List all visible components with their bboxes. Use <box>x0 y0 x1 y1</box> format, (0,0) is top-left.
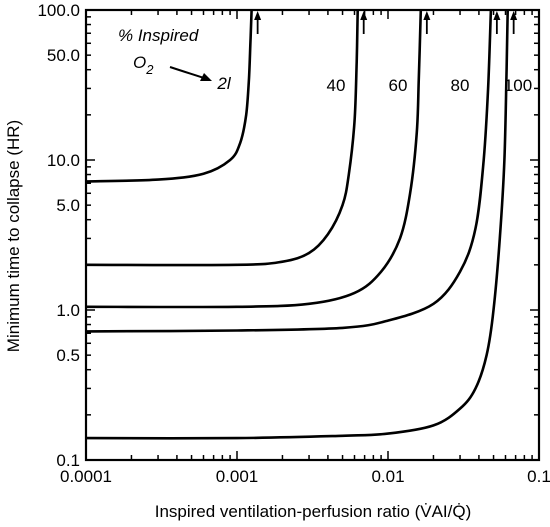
tick-marks <box>85 9 540 461</box>
series-line-80 <box>85 9 493 333</box>
x-axis-title: Inspired ventilation-perfusion ratio (V̇… <box>155 502 472 521</box>
curve-label-4: 80 <box>451 76 470 95</box>
y-tick-label: 10.0 <box>47 151 80 170</box>
axes <box>84 8 541 462</box>
y-tick-label: 100.0 <box>37 1 80 20</box>
y-tick-label: 0.1 <box>56 451 80 470</box>
series-line-40 <box>85 9 359 267</box>
asymptote-arrowhead-60 <box>423 11 431 20</box>
annotation-subscript: 2 <box>145 62 154 77</box>
asymptote-arrowhead-100 <box>510 11 518 20</box>
x-tick-label: 0.1 <box>527 467 550 486</box>
series-line-21 <box>85 9 253 183</box>
plot-frame <box>84 8 541 462</box>
curve-label-1: 2l <box>216 74 231 93</box>
series-line-60 <box>85 9 423 309</box>
asymptote-arrows <box>254 11 518 34</box>
asymptote-arrowhead-80 <box>493 11 501 20</box>
y-axis-title: Minimum time to collapse (HR) <box>4 120 23 352</box>
annotation-line2: O2 <box>133 53 154 77</box>
y-tick-label: 0.5 <box>56 346 80 365</box>
asymptote-arrowhead-40 <box>360 11 368 20</box>
series-line-100 <box>85 9 509 440</box>
annotation-o: O <box>133 53 146 72</box>
asymptote-arrowhead-21 <box>254 11 262 20</box>
y-tick-label: 1.0 <box>56 301 80 320</box>
annotation-arrow <box>169 66 208 80</box>
x-tick-label: 0.0001 <box>60 467 112 486</box>
annotation-line1: % Inspired <box>118 26 199 45</box>
curve-label-2: 40 <box>327 76 346 95</box>
x-tick-label: 0.01 <box>371 467 404 486</box>
x-tick-labels: 0.0001 0.001 0.01 0.1 <box>60 467 550 486</box>
curve-label-3: 60 <box>389 76 408 95</box>
y-tick-labels: 0.1 0.5 1.0 5.0 10.0 50.0 100.0 <box>37 1 80 470</box>
y-tick-label: 50.0 <box>47 46 80 65</box>
curve-labels: 2l 40 60 80 100 <box>216 74 532 95</box>
curve-label-5: 100 <box>504 76 532 95</box>
curves <box>85 9 509 440</box>
annotation-arrowhead <box>200 73 212 81</box>
x-tick-label: 0.001 <box>216 467 259 486</box>
y-tick-label: 5.0 <box>56 196 80 215</box>
